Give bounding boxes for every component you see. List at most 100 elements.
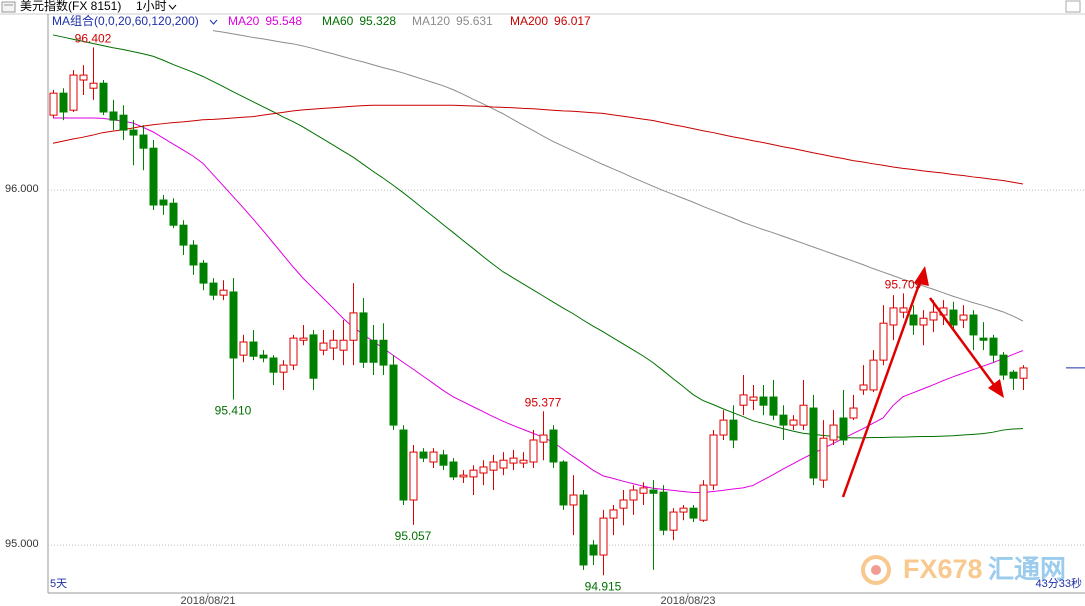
legend-name: MA200	[510, 14, 548, 28]
trend-arrows	[841, 266, 1004, 498]
candle-body	[739, 394, 748, 406]
candle-body	[959, 314, 968, 321]
header-button[interactable]	[1065, 0, 1081, 13]
candle-body	[259, 354, 268, 359]
period-dropdown[interactable]	[168, 4, 177, 10]
candle-body	[499, 459, 508, 469]
candle-body	[509, 457, 518, 464]
candle-body	[899, 307, 908, 313]
legend-name: MA20	[228, 14, 260, 28]
candle-body	[919, 317, 928, 326]
candle-body	[159, 199, 168, 206]
watermark: FX678 汇通网	[861, 554, 1066, 585]
candle-body	[489, 461, 498, 471]
candle-body	[809, 407, 818, 479]
candle-body	[589, 544, 598, 556]
legend-entry: MA120 95.631	[412, 14, 493, 28]
indicator-dropdown[interactable]	[209, 19, 218, 25]
ma-line	[212, 30, 1024, 322]
y-tick-label: 96.000	[5, 183, 39, 195]
candle-body	[549, 429, 558, 463]
candle-body	[209, 282, 218, 296]
candle-body	[349, 312, 358, 341]
candle-body	[879, 322, 888, 361]
header-icon	[1, 1, 16, 13]
legend-entry: MA60 95.328	[322, 14, 396, 28]
candle-body	[289, 337, 298, 366]
candle-body	[539, 434, 548, 443]
candle-body	[439, 454, 448, 466]
candle-body	[1009, 371, 1018, 379]
high-annotation: 96.402	[75, 32, 112, 46]
arrow-down-head	[988, 379, 1004, 398]
candle-body	[869, 359, 878, 391]
candle-body	[689, 507, 698, 519]
candle-body	[139, 134, 148, 149]
candle-body	[379, 339, 388, 366]
candle-body	[949, 309, 958, 326]
candle-body	[1019, 367, 1028, 379]
header: 美元指数(FX 8151) 1小时	[0, 0, 1085, 15]
candle-body	[849, 407, 858, 419]
candle-body	[989, 337, 998, 356]
candle-body	[149, 147, 158, 206]
candle-body	[179, 224, 188, 246]
candle-body	[79, 74, 88, 81]
x-tick-label: 2018/08/21	[180, 595, 235, 606]
candle-body	[599, 517, 608, 556]
candle-body	[859, 384, 868, 391]
legend-value: 96.017	[554, 14, 591, 28]
arrow-up	[841, 275, 924, 498]
candle-body	[619, 499, 628, 509]
candle-body	[339, 339, 348, 351]
candle-body	[909, 314, 918, 326]
ma-lines	[52, 30, 1024, 494]
candle-body	[709, 434, 718, 486]
candle-body	[789, 419, 798, 426]
legend-name: MA60	[322, 14, 354, 28]
candle-body	[279, 364, 288, 373]
low-annotation: 95.057	[395, 529, 432, 543]
candle-body	[679, 507, 688, 513]
candle-body	[389, 364, 398, 426]
chart-title: 美元指数(FX 8151)	[20, 0, 121, 13]
candle-body	[119, 114, 128, 131]
indicator-label[interactable]: MA组合(0,0,20,60,120,200)	[52, 13, 199, 28]
arrow-up-head	[914, 266, 929, 286]
candle-body	[239, 341, 248, 356]
low-annotation: 95.410	[215, 404, 252, 418]
candle-body	[609, 509, 618, 519]
legend-value: 95.328	[359, 14, 396, 28]
candle-body	[429, 451, 438, 463]
period[interactable]: 1小时	[136, 0, 167, 13]
candle-body	[719, 419, 728, 436]
watermark-logo-dot	[871, 565, 881, 575]
candle-body	[219, 289, 228, 296]
candle-body	[199, 262, 208, 284]
range-label[interactable]: 5天	[50, 578, 67, 590]
candle-body	[829, 424, 838, 441]
candle-body	[729, 419, 738, 441]
watermark-logo	[861, 555, 891, 585]
high-annotation: 95.377	[525, 395, 562, 409]
candle-body	[839, 417, 848, 441]
candle-body	[229, 291, 238, 359]
candle-body	[699, 484, 708, 521]
arrow-down	[928, 297, 999, 390]
candle-body	[579, 494, 588, 566]
ma-line	[52, 104, 1024, 185]
candle-body	[129, 129, 138, 136]
candle-body	[269, 357, 278, 373]
candle-body	[49, 92, 58, 116]
candle-body	[399, 429, 408, 501]
plot	[48, 30, 1085, 576]
candle-body	[519, 459, 528, 464]
candle-body	[929, 311, 938, 321]
candle-body	[759, 396, 768, 406]
candle-body	[479, 466, 488, 474]
candle-body	[469, 469, 478, 478]
y-tick-label: 95.000	[5, 538, 39, 550]
candle-body	[559, 461, 568, 506]
